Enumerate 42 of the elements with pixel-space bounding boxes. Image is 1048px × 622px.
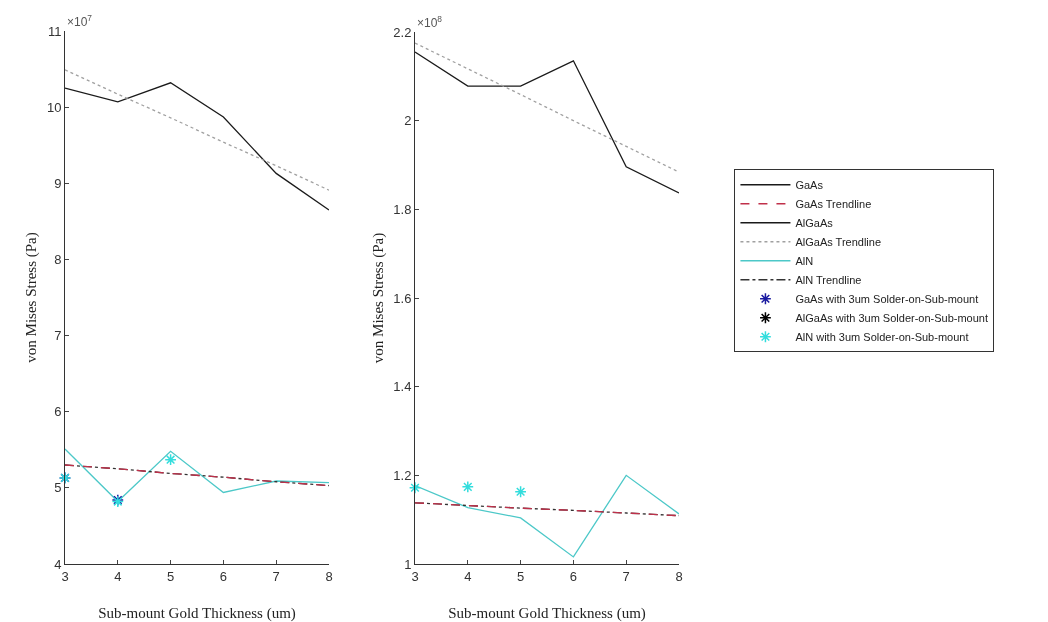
x-tick-label: 3: [61, 568, 69, 584]
x-tick-label: 5: [166, 568, 175, 584]
x-tick-label: 8: [325, 568, 333, 584]
x-tick-label: 6: [219, 568, 228, 584]
y-axis-title: von Mises Stress (Pa): [23, 232, 41, 363]
text: ×10$^{7}$: [67, 13, 93, 30]
legend-label: AlN: [795, 255, 814, 268]
y-tick-label: 5: [54, 480, 62, 496]
x-tick-label: 8: [675, 568, 683, 584]
legend-label: AlN Trendline: [795, 274, 862, 287]
x-tick-label: 6: [569, 568, 578, 584]
y-tick-label: 7: [54, 328, 62, 344]
y-tick-label: 9: [54, 175, 62, 191]
y-axis-title: von Mises Stress (Pa): [369, 232, 387, 364]
y-tick-label: 1.8: [393, 201, 412, 217]
y-tick-label: 8: [54, 251, 62, 267]
x-axis-title: Sub-mount Gold Thickness (um): [448, 605, 646, 622]
legend-label: GaAs Trendline: [795, 198, 872, 211]
y-tick-label: 2: [404, 113, 412, 129]
legend-label: AlN with 3um Solder-on-Sub-mount: [795, 331, 969, 344]
y-tick-label: 1.6: [393, 290, 412, 306]
legend-label: AlGaAs with 3um Solder-on-Sub-mount: [795, 312, 989, 325]
legend-label: GaAs with 3um Solder-on-Sub-mount: [795, 293, 979, 306]
x-axis-title: Sub-mount Gold Thickness (um): [98, 605, 296, 622]
y-tick-label: 10: [46, 99, 62, 115]
y-tick-label: 2.2: [393, 24, 412, 40]
x-tick-label: 3: [411, 568, 419, 584]
y-tick-label: 6: [54, 404, 62, 420]
y-tick-label: 4: [54, 556, 62, 572]
x-tick-label: 7: [622, 568, 630, 584]
legend-label: GaAs: [795, 179, 824, 192]
legend-label: AlGaAs Trendline: [795, 236, 882, 249]
x-tick-label: 7: [272, 568, 280, 584]
x-tick-label: 5: [516, 568, 525, 584]
y-tick-label: 1.4: [393, 379, 412, 395]
y-tick-label: 11: [47, 23, 62, 39]
x-tick-label: 4: [114, 568, 122, 584]
y-tick-label: 1.2: [393, 467, 412, 483]
y-tick-label: 1: [404, 556, 412, 572]
legend-label: AlGaAs: [795, 217, 834, 230]
text: ×10$^{8}$: [417, 14, 443, 31]
x-tick-label: 4: [464, 568, 472, 584]
